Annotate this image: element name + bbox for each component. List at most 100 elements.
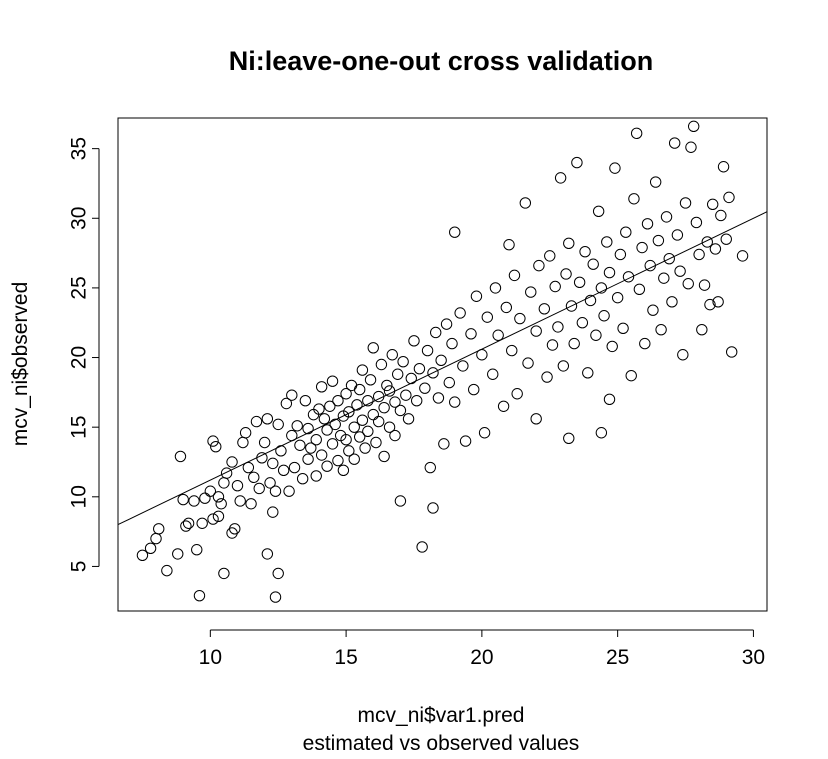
data-point [294,439,306,451]
data-point [411,395,423,407]
data-point [356,364,369,376]
data-point [174,450,187,463]
data-point [136,549,149,561]
data-point [215,498,227,510]
data-point [239,427,252,439]
data-point [212,491,225,503]
data-point [362,395,374,407]
data-point [326,438,339,450]
data-point [573,276,586,289]
data-point [508,269,521,282]
data-point [231,479,244,492]
data-point [275,445,287,457]
data-point [698,279,711,291]
data-point [378,450,390,463]
data-point [554,172,567,184]
data-point [576,317,589,329]
data-point [530,413,542,425]
data-point [704,298,716,311]
data-point [652,234,665,247]
data-point [375,358,388,371]
data-point [258,436,271,449]
data-point [666,296,678,308]
data-point [506,344,518,357]
data-point [161,564,173,577]
data-point [584,294,597,307]
data-point [701,236,713,248]
data-point [725,346,738,358]
data-point [647,304,659,316]
data-point [212,510,225,522]
data-point [449,396,461,408]
data-point [272,567,284,580]
data-point [522,357,534,369]
data-point [432,392,445,404]
data-point [315,381,328,393]
data-point [370,436,382,449]
data-point [492,329,504,341]
data-point [565,300,578,312]
data-point [386,349,398,361]
data-point [191,544,203,556]
data-point [310,434,322,446]
x-axis-label: mcv_ni$var1.pred [358,704,525,727]
data-point [544,250,556,262]
data-point [671,229,684,241]
x-axis: 10 15 20 25 30 [199,629,765,669]
data-point [606,340,618,353]
data-point [207,513,219,525]
data-point [321,460,333,472]
data-point [383,421,396,433]
data-point [622,271,635,283]
data-point [353,431,366,443]
data-point [611,291,624,304]
y-tick-label: 35 [68,137,91,160]
y-tick-label: 25 [68,276,91,299]
data-point [296,472,309,485]
x-tick-label: 15 [334,646,357,669]
data-point [226,456,238,468]
data-point [677,349,689,361]
data-point [182,517,195,529]
data-point [413,362,426,375]
data-point [348,453,360,465]
data-point [709,243,722,255]
data-point [408,335,420,347]
chart-subtitle: estimated vs observed values [303,732,580,755]
data-point [446,337,458,350]
data-point [435,354,447,367]
data-point [723,191,735,204]
data-point [394,495,407,507]
data-point [210,440,222,453]
data-point [237,436,249,449]
data-point [394,404,407,417]
data-point [454,307,466,319]
data-point [636,241,648,254]
data-point [579,245,591,258]
data-point [660,211,673,223]
data-point [397,356,409,368]
data-point [400,389,412,401]
data-point [277,464,290,477]
data-point [389,396,401,408]
data-point [541,371,553,383]
plot-frame [117,117,768,612]
data-point [655,323,667,336]
data-point [468,383,480,396]
data-point [696,323,708,336]
data-point [389,429,401,442]
data-point [449,226,461,238]
data-point [348,421,360,433]
data-point [248,471,260,484]
data-point [199,492,211,504]
data-point [674,265,686,277]
y-tick-label: 20 [68,346,91,369]
data-point [538,303,551,315]
data-point [356,414,369,426]
data-point [144,542,157,555]
data-point [193,589,206,602]
data-point [310,470,322,482]
data-point [351,399,363,411]
